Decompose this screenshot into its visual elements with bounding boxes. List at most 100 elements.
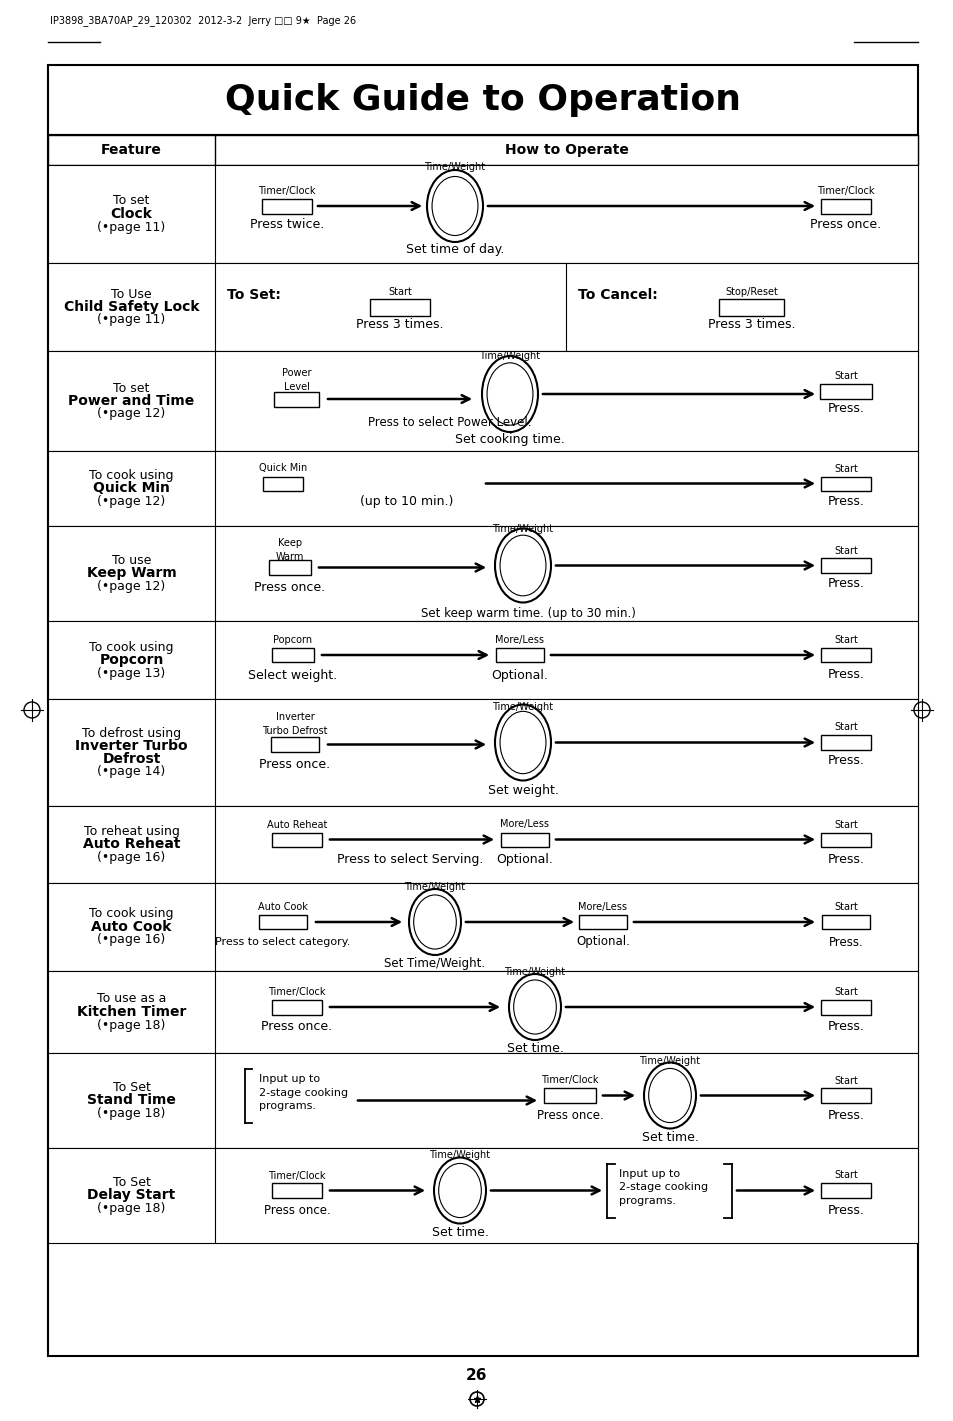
Text: (•page 11): (•page 11) — [97, 220, 166, 233]
Bar — [821, 915, 869, 929]
Text: Time/Weight: Time/Weight — [492, 702, 553, 712]
Bar — [500, 833, 548, 847]
Text: Popcorn: Popcorn — [274, 635, 313, 645]
Text: Start: Start — [833, 635, 857, 645]
Text: Start: Start — [833, 722, 857, 732]
Ellipse shape — [434, 1158, 485, 1223]
Text: To Cancel:: To Cancel: — [578, 288, 658, 303]
Text: To defrost using: To defrost using — [82, 726, 181, 739]
Bar — [821, 648, 870, 662]
Text: Stand Time: Stand Time — [87, 1094, 175, 1107]
Text: Press.: Press. — [826, 1204, 863, 1216]
Text: Quick Min: Quick Min — [93, 482, 170, 496]
Text: (•page 11): (•page 11) — [97, 314, 166, 327]
Bar — [48, 135, 917, 1356]
Ellipse shape — [509, 973, 560, 1040]
Bar — [48, 971, 917, 1053]
Text: Delay Start: Delay Start — [88, 1188, 175, 1202]
Bar — [821, 999, 870, 1015]
Text: Start: Start — [833, 546, 857, 556]
Text: Child Safety Lock: Child Safety Lock — [64, 300, 199, 314]
Bar — [48, 526, 917, 621]
Text: Optional.: Optional. — [576, 935, 629, 948]
Text: Stop/Reset: Stop/Reset — [724, 287, 777, 297]
Text: Press.: Press. — [826, 755, 863, 767]
Ellipse shape — [499, 536, 545, 595]
Text: To use as a: To use as a — [96, 992, 166, 1006]
Text: Power: Power — [282, 368, 312, 378]
Text: Input up to
2-stage cooking
programs.: Input up to 2-stage cooking programs. — [258, 1074, 348, 1111]
Ellipse shape — [432, 176, 477, 236]
Bar — [272, 1184, 322, 1198]
Text: Level: Level — [284, 382, 310, 392]
Text: (•page 12): (•page 12) — [97, 408, 166, 421]
Bar — [48, 621, 917, 699]
Bar — [262, 199, 312, 213]
Text: How to Operate: How to Operate — [504, 144, 628, 156]
Text: Time/Weight: Time/Weight — [429, 1151, 490, 1161]
Text: (•page 16): (•page 16) — [97, 934, 166, 946]
Bar — [48, 882, 917, 971]
Text: Press twice.: Press twice. — [250, 217, 324, 230]
Bar — [821, 558, 870, 573]
Bar — [821, 735, 870, 750]
Bar — [719, 298, 783, 315]
Text: Press.: Press. — [826, 1108, 863, 1123]
Text: Turbo Defrost: Turbo Defrost — [262, 726, 328, 736]
Text: Press once.: Press once. — [263, 1204, 330, 1216]
Bar — [272, 833, 322, 847]
Ellipse shape — [643, 1063, 696, 1128]
Ellipse shape — [409, 890, 460, 955]
Text: Press 3 times.: Press 3 times. — [707, 318, 795, 331]
Text: Set weight.: Set weight. — [487, 784, 558, 797]
Bar — [48, 1148, 917, 1243]
Text: Time/Weight: Time/Weight — [504, 968, 565, 978]
Text: (•page 12): (•page 12) — [97, 495, 166, 507]
Text: Start: Start — [833, 463, 857, 473]
Text: (•page 18): (•page 18) — [97, 1019, 166, 1032]
Text: Start: Start — [833, 988, 857, 998]
Text: Optional.: Optional. — [497, 853, 553, 865]
Text: Press.: Press. — [826, 853, 863, 865]
Text: Time/Weight: Time/Weight — [492, 523, 553, 533]
Text: Feature: Feature — [101, 144, 162, 156]
Text: To Set: To Set — [112, 1177, 151, 1189]
Text: Time/Weight: Time/Weight — [639, 1056, 700, 1066]
Ellipse shape — [495, 529, 551, 603]
Text: Kitchen Timer: Kitchen Timer — [77, 1005, 186, 1019]
Text: To cook using: To cook using — [90, 908, 173, 921]
Bar — [258, 915, 307, 929]
Ellipse shape — [499, 712, 545, 773]
Text: Warm: Warm — [275, 551, 304, 561]
Bar — [271, 737, 318, 752]
Text: Press.: Press. — [826, 577, 863, 590]
Bar — [820, 384, 871, 398]
Text: (•page 16): (•page 16) — [97, 851, 166, 864]
Text: Press.: Press. — [826, 1020, 863, 1033]
Bar — [821, 199, 870, 213]
Text: Power and Time: Power and Time — [69, 394, 194, 408]
Ellipse shape — [487, 362, 533, 425]
Bar — [269, 560, 311, 576]
Text: Press 3 times.: Press 3 times. — [355, 318, 443, 331]
Bar — [496, 648, 543, 662]
Text: Time/Weight: Time/Weight — [404, 882, 465, 892]
Ellipse shape — [438, 1164, 481, 1218]
Ellipse shape — [414, 895, 456, 949]
Text: To set: To set — [113, 381, 150, 395]
Text: Set keep warm time. (up to 30 min.): Set keep warm time. (up to 30 min.) — [420, 607, 635, 620]
Bar — [48, 806, 917, 882]
Text: To Set: To Set — [112, 1081, 151, 1094]
Ellipse shape — [481, 357, 537, 432]
Text: Auto Cook: Auto Cook — [258, 902, 308, 912]
Text: To cook using: To cook using — [90, 641, 173, 654]
Text: Press once.: Press once. — [536, 1108, 602, 1123]
Text: Press once.: Press once. — [810, 217, 881, 230]
Bar — [48, 65, 917, 135]
Text: Press.: Press. — [826, 668, 863, 682]
Text: Start: Start — [833, 371, 857, 381]
Bar — [48, 263, 917, 351]
Bar — [578, 915, 626, 929]
Text: Press to select category.: Press to select category. — [215, 936, 351, 946]
Bar — [272, 648, 314, 662]
